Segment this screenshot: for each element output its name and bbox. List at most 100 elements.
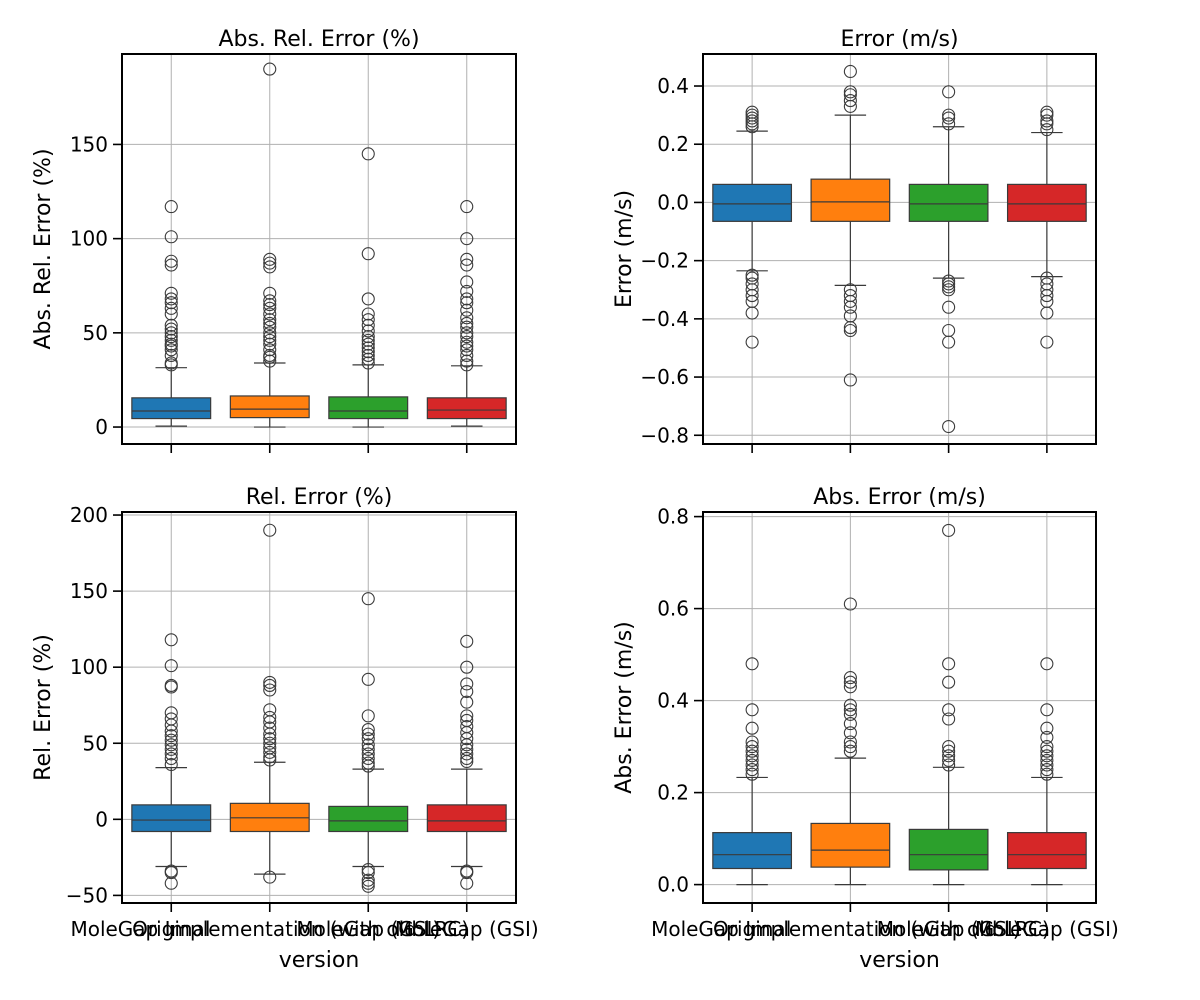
- outlier-point: [745, 763, 759, 777]
- x-tick-label: MoleGap (GSI): [395, 917, 539, 941]
- outlier-point: [460, 751, 474, 766]
- y-tick-label: 0.4: [657, 689, 689, 713]
- outlier-point: [263, 870, 277, 884]
- box-4: [426, 634, 507, 890]
- outlier-point: [263, 286, 277, 300]
- outlier-point: [361, 147, 375, 161]
- axes-frame: [121, 511, 517, 904]
- outlier-point: [942, 335, 956, 349]
- outlier-point: [460, 200, 474, 214]
- outlier-point: [942, 274, 956, 288]
- y-tick-label: 0: [95, 415, 108, 439]
- outlier-point: [460, 252, 474, 266]
- outlier-point: [460, 292, 474, 306]
- outlier-point: [263, 745, 277, 759]
- outlier-point: [843, 680, 857, 694]
- outlier-point: [164, 254, 178, 268]
- outlier-point: [361, 866, 375, 880]
- box-3: [328, 147, 409, 428]
- y-tick-label: 50: [83, 321, 108, 345]
- box-body: [810, 822, 891, 868]
- outlier-point: [1040, 108, 1054, 122]
- outlier-point: [164, 706, 178, 720]
- outlier-point: [745, 721, 759, 735]
- outlier-point: [164, 322, 178, 336]
- outlier-point: [745, 111, 759, 125]
- outlier-point: [745, 306, 759, 320]
- outlier-point: [942, 277, 956, 291]
- outlier-point: [361, 876, 375, 890]
- outlier-point: [361, 330, 375, 344]
- outlier-point: [843, 300, 857, 314]
- outlier-point: [164, 286, 178, 300]
- outlier-point: [460, 275, 474, 289]
- outlier-point: [843, 323, 857, 338]
- y-tick-label: 100: [70, 655, 108, 679]
- outlier-point: [745, 740, 759, 754]
- outlier-point: [263, 343, 277, 357]
- box-body: [426, 397, 507, 420]
- outlier-point: [263, 307, 277, 321]
- outlier-point: [1040, 657, 1054, 671]
- axes-frame: [702, 53, 1097, 445]
- outlier-point: [361, 292, 375, 306]
- outlier-point: [942, 419, 956, 434]
- outlier-point: [460, 330, 474, 344]
- outlier-point: [1040, 335, 1054, 349]
- outlier-point: [263, 252, 277, 266]
- outlier-point: [164, 633, 178, 647]
- outlier-point: [1040, 114, 1054, 128]
- box-body: [908, 183, 989, 222]
- x-tick-label: MoleGap Implementation (with old LRC): [651, 917, 1050, 941]
- box-2: [229, 62, 310, 428]
- outlier-point: [263, 298, 277, 312]
- box-body: [328, 396, 409, 420]
- outlier-point: [361, 709, 375, 723]
- outlier-point: [164, 230, 178, 244]
- outlier-point: [942, 85, 956, 99]
- outlier-point: [745, 108, 759, 122]
- y-tick-label: 0.0: [657, 873, 689, 897]
- outlier-point: [460, 284, 474, 298]
- outlier-point: [263, 675, 277, 689]
- outlier-point: [460, 232, 474, 246]
- outlier-point: [164, 678, 178, 692]
- subplot-title: Abs. Error (m/s): [813, 485, 986, 510]
- x-tick-label: Original: [713, 917, 791, 941]
- y-axis-label: Rel. Error (%): [31, 634, 56, 781]
- outlier-point: [460, 258, 474, 272]
- outlier-point: [1040, 744, 1054, 758]
- outlier-point: [460, 713, 474, 727]
- outlier-point: [745, 753, 759, 767]
- box-4: [1006, 105, 1087, 349]
- outlier-point: [745, 105, 759, 119]
- box-4: [426, 200, 507, 427]
- outlier-point: [843, 88, 857, 102]
- y-axis-label: Error (m/s): [612, 190, 637, 308]
- outlier-point: [263, 710, 277, 724]
- box-2: [810, 597, 891, 886]
- outlier-point: [263, 736, 277, 750]
- outlier-point: [460, 348, 474, 362]
- outlier-point: [460, 677, 474, 691]
- outlier-point: [164, 733, 178, 747]
- y-tick-label: 0: [95, 807, 108, 831]
- outlier-point: [843, 726, 857, 740]
- outlier-point: [361, 592, 375, 606]
- box-body: [712, 832, 793, 870]
- outlier-point: [942, 117, 956, 131]
- outlier-point: [361, 742, 375, 756]
- y-tick-label: 100: [70, 227, 108, 251]
- subplot-title: Error (m/s): [840, 27, 958, 52]
- outlier-point: [263, 523, 277, 537]
- outlier-point: [361, 732, 375, 746]
- outlier-point: [361, 345, 375, 359]
- outlier-point: [942, 744, 956, 758]
- outlier-point: [460, 303, 474, 317]
- outlier-point: [460, 320, 474, 334]
- outlier-point: [942, 703, 956, 717]
- outlier-point: [745, 735, 759, 749]
